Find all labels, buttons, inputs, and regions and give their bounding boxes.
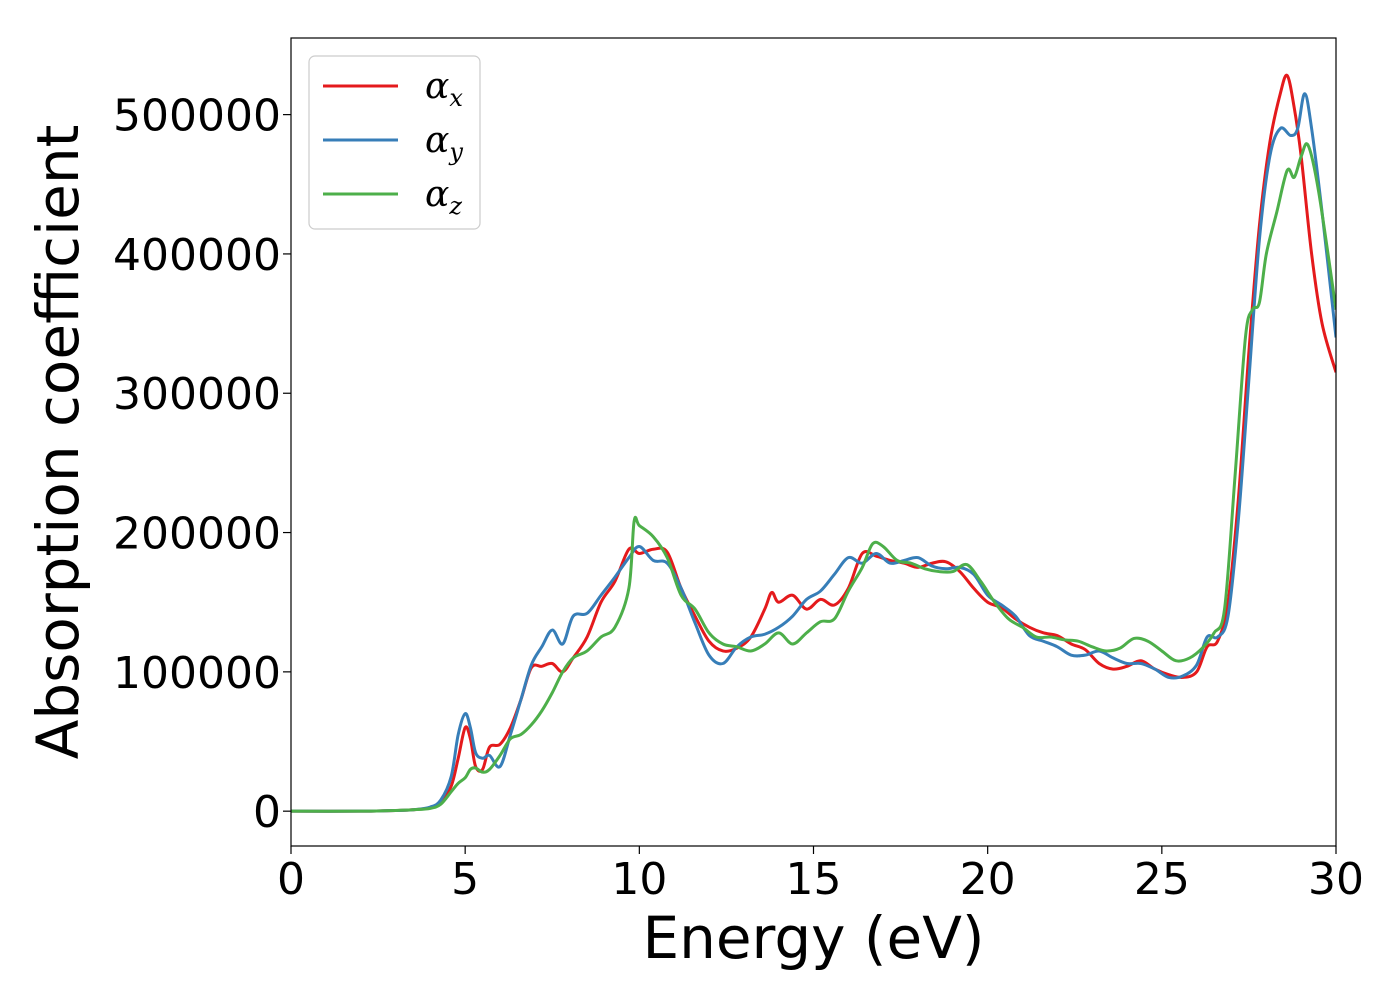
y-tick-label: 200000	[113, 509, 281, 560]
y-tick-label: 400000	[113, 230, 281, 281]
y-tick-label: 0	[253, 787, 281, 838]
y-tick-label: 300000	[113, 369, 281, 420]
x-tick-label: 5	[451, 854, 479, 905]
x-axis-label: Energy (eV)	[642, 904, 984, 972]
series-line-alpha-y	[291, 92, 1336, 813]
series-lines	[291, 73, 1336, 813]
series-line-alpha-z	[291, 142, 1336, 813]
x-tick-label: 10	[611, 854, 667, 905]
x-tick-label: 30	[1308, 854, 1364, 905]
legend-label-alpha-z: αz	[425, 174, 462, 220]
y-tick-label: 500000	[113, 91, 281, 142]
x-tick-label: 20	[960, 854, 1016, 905]
x-axis: 0 5 10 15 20 25 30	[277, 846, 1364, 905]
legend-box	[308, 55, 481, 230]
y-axis-label: Absorption coefficient	[24, 125, 92, 760]
y-tick-label: 100000	[113, 648, 281, 699]
x-tick-label: 15	[786, 854, 842, 905]
legend: αx αy αz	[308, 55, 481, 230]
legend-label-alpha-x: αx	[425, 66, 463, 112]
x-tick-label: 25	[1134, 854, 1190, 905]
legend-label-alpha-y: αy	[425, 120, 463, 166]
x-tick-label: 0	[277, 854, 305, 905]
y-axis: 0 100000 200000 300000 400000 500000	[113, 91, 291, 838]
